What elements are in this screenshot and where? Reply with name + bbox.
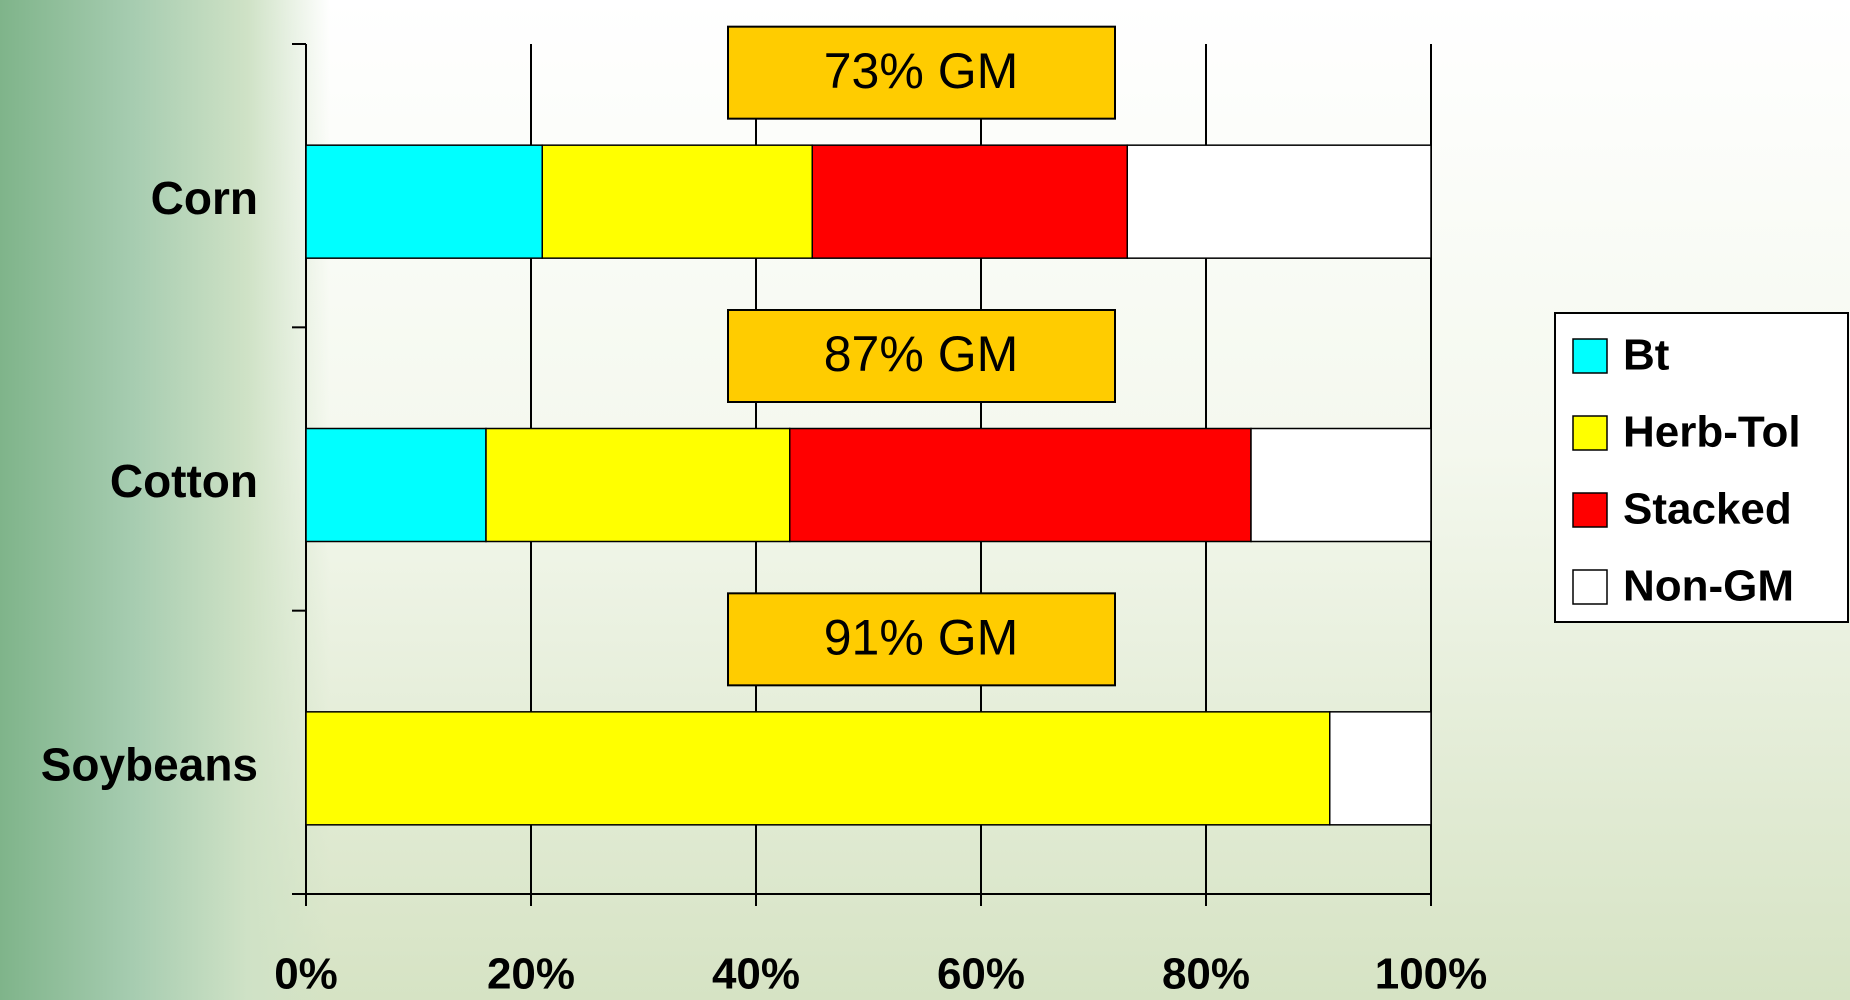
background-leaf bbox=[0, 0, 330, 1000]
x-tick-label: 100% bbox=[1375, 950, 1488, 999]
annotation-box bbox=[727, 592, 1116, 687]
y-tick-label: Cotton bbox=[110, 455, 258, 507]
x-tick-label: 40% bbox=[712, 950, 800, 999]
bar-segment bbox=[485, 427, 791, 543]
bar-segment bbox=[305, 144, 543, 259]
x-tick-label: 80% bbox=[1162, 950, 1250, 999]
bar-segment bbox=[541, 144, 813, 259]
x-tick-label: 20% bbox=[487, 950, 575, 999]
annotation-box bbox=[727, 309, 1116, 403]
bar-segment bbox=[811, 144, 1128, 259]
legend-label: Bt bbox=[1623, 331, 1670, 380]
annotation: 91% GM bbox=[824, 610, 1019, 666]
y-tick-label: Corn bbox=[151, 172, 258, 224]
y-tick-label: Soybeans bbox=[41, 738, 258, 790]
legend-swatch bbox=[1572, 569, 1608, 605]
bar-segment bbox=[1250, 427, 1432, 543]
bar-segment bbox=[1329, 711, 1432, 826]
annotation: 73% GM bbox=[824, 43, 1019, 99]
x-tick-label: 0% bbox=[274, 950, 338, 999]
bar-segment bbox=[789, 427, 1252, 543]
annotation: 87% GM bbox=[824, 326, 1019, 382]
bar-segment bbox=[305, 711, 1331, 826]
legend-swatch bbox=[1572, 338, 1608, 374]
legend-label: Herb-Tol bbox=[1623, 408, 1801, 457]
legend-label: Stacked bbox=[1623, 485, 1792, 534]
legend-label: Non-GM bbox=[1623, 562, 1794, 611]
annotation-box bbox=[727, 25, 1116, 120]
legend-swatch bbox=[1572, 415, 1608, 451]
bar-segment bbox=[1126, 144, 1432, 259]
legend-swatch bbox=[1572, 492, 1608, 528]
x-tick-label: 60% bbox=[937, 950, 1025, 999]
bar-segment bbox=[305, 427, 487, 543]
